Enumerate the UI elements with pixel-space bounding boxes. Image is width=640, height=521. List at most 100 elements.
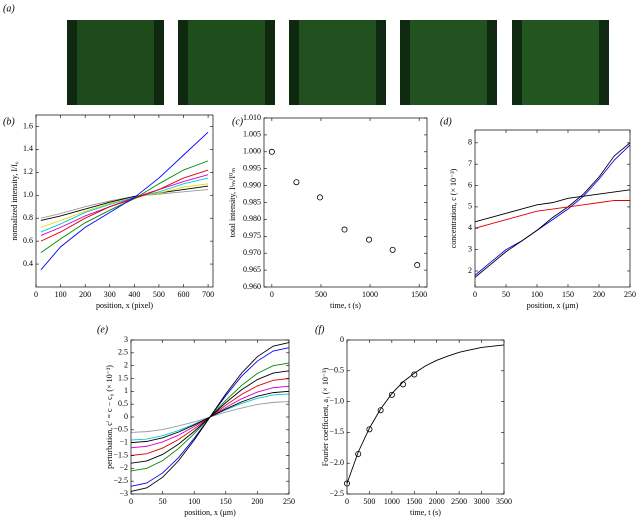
x-tick-label: 50 xyxy=(502,290,510,299)
y-tick-label: 3 xyxy=(468,244,472,253)
data-point xyxy=(268,148,275,155)
x-tick-label: 700 xyxy=(202,290,214,299)
x-tick-label: 600 xyxy=(178,290,190,299)
data-line xyxy=(131,390,289,444)
x-tick-label: 400 xyxy=(128,290,140,299)
y-tick-label: 0.985 xyxy=(243,197,261,206)
y-tick-label: 1.010 xyxy=(243,113,261,122)
y-tick-label: 1.005 xyxy=(243,130,261,139)
y-tick-label: 5 xyxy=(468,202,472,211)
data-point xyxy=(293,179,300,186)
data-point xyxy=(411,371,418,378)
image xyxy=(289,20,386,105)
data-line xyxy=(475,142,630,278)
data-line xyxy=(40,131,209,271)
x-tick-label: 200 xyxy=(79,290,91,299)
x-tick-label: 0 xyxy=(345,497,349,506)
y-tick-label: 8 xyxy=(468,138,472,147)
y-tick-label: −2.5 xyxy=(113,476,128,485)
y-tick-label: −0.5 xyxy=(113,425,128,434)
y-tick-label: 0.980 xyxy=(243,214,261,223)
y-tick-label: 0.975 xyxy=(243,231,261,240)
image-edge xyxy=(487,20,497,105)
image-strip xyxy=(67,20,609,105)
y-tick-label: 0.995 xyxy=(243,164,261,173)
x-tick-label: 250 xyxy=(283,497,295,506)
x-tick-label: 500 xyxy=(153,290,165,299)
data-point xyxy=(414,262,421,269)
panel-label: (a) xyxy=(3,3,15,14)
panel-label: (b) xyxy=(3,116,15,127)
y-axis-title: total intensity, Iᵗₘ/I⁰ₘ xyxy=(228,168,237,238)
plot-frame xyxy=(263,117,428,288)
x-tick-label: 500 xyxy=(363,497,375,506)
x-tick-label: 0 xyxy=(129,497,133,506)
panel-label: (d) xyxy=(440,116,452,127)
y-tick-label: 0.5 xyxy=(118,399,128,408)
y-tick-label: −2.0 xyxy=(329,458,344,467)
y-tick-label: 6 xyxy=(468,180,472,189)
data-line xyxy=(475,200,630,229)
image xyxy=(512,20,609,105)
panel-label: (f) xyxy=(315,324,325,335)
data-line xyxy=(40,177,209,233)
y-tick-label: 0.990 xyxy=(243,180,261,189)
panel-label: (c) xyxy=(232,116,244,127)
y-tick-label: −0.5 xyxy=(329,366,344,375)
x-tick-label: 1500 xyxy=(406,497,422,506)
y-tick-label: 0.8 xyxy=(23,213,33,222)
data-line xyxy=(475,189,630,223)
y-tick-label: 3 xyxy=(124,335,128,344)
y-tick-label: −2.5 xyxy=(329,489,344,498)
image-edge xyxy=(265,20,275,105)
x-axis-title: position, x (pixel) xyxy=(96,301,153,310)
data-point xyxy=(389,246,396,253)
panel-label: (e) xyxy=(97,324,109,335)
x-tick-label: 200 xyxy=(593,290,605,299)
image-edge xyxy=(154,20,164,105)
image-edge xyxy=(289,20,299,105)
y-tick-label: 0.970 xyxy=(243,248,261,257)
data-point xyxy=(388,391,395,398)
data-point xyxy=(316,194,323,201)
y-tick-label: 0 xyxy=(124,412,128,421)
y-tick-label: 0.960 xyxy=(243,282,261,291)
x-tick-label: 150 xyxy=(220,497,232,506)
data-line xyxy=(347,344,504,484)
y-tick-label: −2 xyxy=(119,463,128,472)
y-tick-label: 1.2 xyxy=(23,167,33,176)
x-tick-label: 50 xyxy=(159,497,167,506)
y-tick-label: 4 xyxy=(468,223,472,232)
y-axis-title: concentration, c (× 10⁻³) xyxy=(449,168,458,248)
image-edge xyxy=(376,20,386,105)
y-tick-label: 0 xyxy=(340,335,344,344)
x-tick-label: 1000 xyxy=(384,497,400,506)
data-line xyxy=(40,183,209,228)
x-tick-label: 300 xyxy=(104,290,116,299)
image-edge xyxy=(400,20,410,105)
y-tick-label: 0.965 xyxy=(243,265,261,274)
y-tick-label: −1.0 xyxy=(329,396,344,405)
data-line xyxy=(40,160,209,253)
data-point xyxy=(341,226,348,233)
y-tick-label: −1.5 xyxy=(113,450,128,459)
plot-frame xyxy=(474,129,631,288)
data-line xyxy=(40,174,209,236)
y-tick-label: 1.5 xyxy=(118,373,128,382)
x-tick-label: 3500 xyxy=(496,497,512,506)
x-tick-label: 2000 xyxy=(429,497,445,506)
data-point xyxy=(377,407,384,414)
y-tick-label: 1.0 xyxy=(23,190,33,199)
x-tick-label: 1000 xyxy=(362,290,378,299)
y-tick-label: 0.6 xyxy=(23,236,33,245)
x-tick-label: 0 xyxy=(34,290,38,299)
x-tick-label: 100 xyxy=(188,497,200,506)
plot-frame xyxy=(35,114,214,288)
x-tick-label: 150 xyxy=(562,290,574,299)
y-axis-title: normalized intensity, I/I₀ xyxy=(10,161,19,241)
image xyxy=(400,20,497,105)
y-tick-label: 2.5 xyxy=(118,348,128,357)
y-tick-label: 1 xyxy=(124,386,128,395)
